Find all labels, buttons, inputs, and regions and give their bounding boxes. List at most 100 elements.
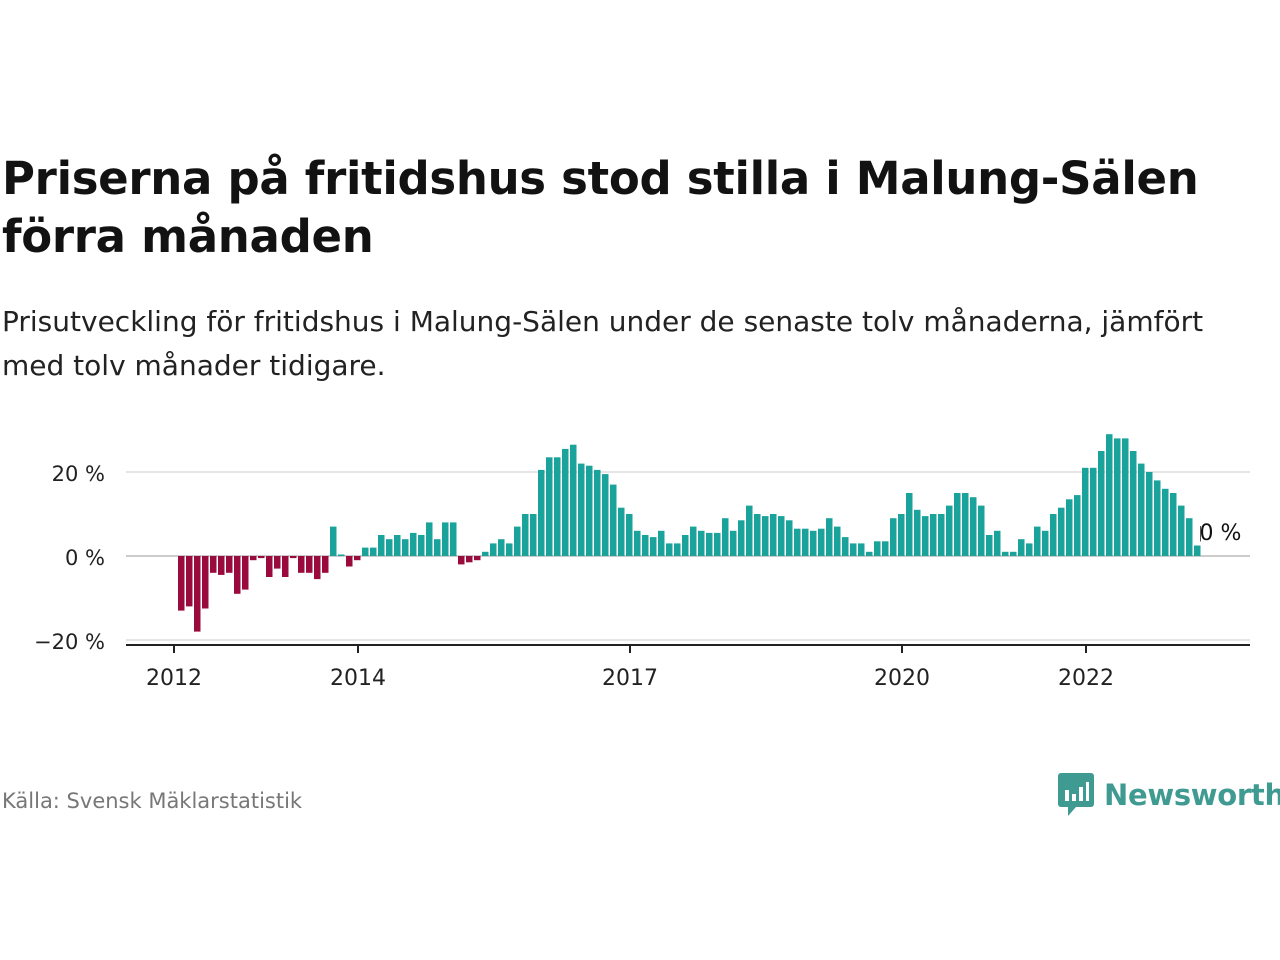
bar xyxy=(554,457,561,556)
newsworthy-logo-icon xyxy=(1058,773,1094,816)
bar xyxy=(242,556,249,590)
brand-logo[interactable]: Newsworthy xyxy=(1058,772,1280,818)
bar xyxy=(442,522,449,556)
bar xyxy=(610,484,617,556)
bar xyxy=(1034,526,1041,556)
bar xyxy=(218,556,225,575)
bar xyxy=(882,541,889,556)
bar xyxy=(890,518,897,556)
bar xyxy=(850,543,857,556)
bar xyxy=(506,543,513,556)
bar-chart: −20 % 0 % 20 % 2012 2014 2017 2020 2022 0 % xyxy=(34,434,1250,691)
x-tick-label: 2020 xyxy=(874,666,930,691)
bar xyxy=(546,457,553,556)
bar xyxy=(258,556,265,559)
bar xyxy=(178,556,185,611)
bar xyxy=(722,518,729,556)
bar xyxy=(730,530,737,556)
y-tick-label: 20 % xyxy=(52,462,105,486)
bar xyxy=(434,539,441,556)
bar xyxy=(970,497,977,556)
bar xyxy=(490,543,497,556)
x-axis xyxy=(126,644,1250,653)
bar xyxy=(1178,505,1185,556)
bar xyxy=(834,526,841,556)
bar xyxy=(1130,451,1137,556)
chart-subtitle: Prisutveckling för fritidshus i Malung-S… xyxy=(2,305,1204,382)
y-tick-label: −20 % xyxy=(34,630,105,654)
bar xyxy=(1170,493,1177,556)
bar xyxy=(1186,518,1193,556)
bar xyxy=(458,556,465,565)
bar xyxy=(282,556,289,577)
bar xyxy=(314,556,321,580)
bar xyxy=(666,543,673,556)
bar xyxy=(914,509,921,556)
bar xyxy=(578,463,585,556)
bar xyxy=(674,543,681,556)
bar xyxy=(842,537,849,556)
bar xyxy=(1074,495,1081,556)
bar xyxy=(650,537,657,556)
bar xyxy=(522,514,529,556)
bar xyxy=(994,530,1001,556)
bar xyxy=(1194,545,1201,556)
bar xyxy=(418,535,425,556)
bar xyxy=(682,535,689,556)
bar xyxy=(498,539,505,556)
y-tick-label: 0 % xyxy=(65,546,105,570)
bar xyxy=(1018,539,1025,556)
bar xyxy=(762,516,769,556)
bar xyxy=(474,556,481,561)
bar xyxy=(234,556,241,594)
tick-labels: −20 % 0 % 20 % 2012 2014 2017 2020 2022 0 % xyxy=(34,462,1241,691)
bar xyxy=(1154,480,1161,556)
bar xyxy=(738,520,745,556)
bar xyxy=(394,535,401,556)
bar xyxy=(322,556,329,573)
annotation-label: 0 % xyxy=(1200,521,1242,546)
bar xyxy=(410,532,417,556)
bar xyxy=(922,516,929,556)
bar xyxy=(354,556,361,561)
bar xyxy=(466,556,473,563)
bar xyxy=(938,514,945,556)
bar xyxy=(1058,507,1065,556)
bar xyxy=(586,465,593,556)
bar xyxy=(1122,438,1129,556)
bar xyxy=(906,493,913,556)
bar xyxy=(962,493,969,556)
bar xyxy=(362,547,369,556)
bar xyxy=(330,526,337,556)
bar xyxy=(858,543,865,556)
bar xyxy=(1098,451,1105,556)
bar xyxy=(1090,467,1097,556)
bar xyxy=(562,448,569,556)
x-tick-label: 2022 xyxy=(1058,666,1114,691)
bar xyxy=(1082,467,1089,556)
bar xyxy=(778,516,785,556)
bar xyxy=(426,522,433,556)
bar xyxy=(746,505,753,556)
bar xyxy=(754,514,761,556)
bar xyxy=(186,556,193,607)
bar xyxy=(794,528,801,556)
bar xyxy=(898,514,905,556)
bar xyxy=(274,556,281,569)
bars xyxy=(178,434,1201,632)
bar xyxy=(1010,551,1017,556)
bar xyxy=(514,526,521,556)
bar xyxy=(810,530,817,556)
bar xyxy=(1066,499,1073,556)
bar xyxy=(634,530,641,556)
bar xyxy=(706,532,713,556)
bar xyxy=(1114,438,1121,556)
bar xyxy=(874,541,881,556)
bar xyxy=(530,514,537,556)
bar xyxy=(1050,514,1057,556)
bar xyxy=(1042,530,1049,556)
bar xyxy=(770,514,777,556)
chart-title: Priserna på fritidshus stod stilla i Mal… xyxy=(2,152,1199,263)
bar xyxy=(250,556,257,561)
bar xyxy=(946,505,953,556)
